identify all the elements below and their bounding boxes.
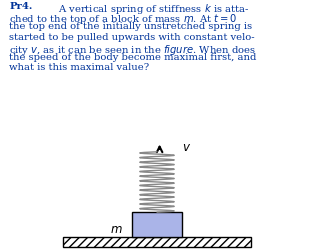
- Text: city $v$, as it can be seen in the $\it{figure}$. When does: city $v$, as it can be seen in the $\it{…: [9, 43, 256, 56]
- Text: the speed of the body become maximal first, and: the speed of the body become maximal fir…: [9, 53, 257, 62]
- Bar: [132, 212, 182, 237]
- Text: Pr4.: Pr4.: [9, 2, 33, 11]
- Text: A vertical spring of stiffness $k$ is atta-: A vertical spring of stiffness $k$ is at…: [55, 2, 249, 16]
- Text: what is this maximal value?: what is this maximal value?: [9, 63, 149, 72]
- Bar: [63, 237, 251, 247]
- Text: $m$: $m$: [110, 222, 122, 235]
- Text: started to be pulled upwards with constant velo-: started to be pulled upwards with consta…: [9, 33, 255, 41]
- Text: $v$: $v$: [181, 141, 191, 153]
- Text: ched to the top of a block of mass $m$. At $t = 0$: ched to the top of a block of mass $m$. …: [9, 12, 238, 26]
- Text: the top end of the initially unstretched spring is: the top end of the initially unstretched…: [9, 22, 252, 31]
